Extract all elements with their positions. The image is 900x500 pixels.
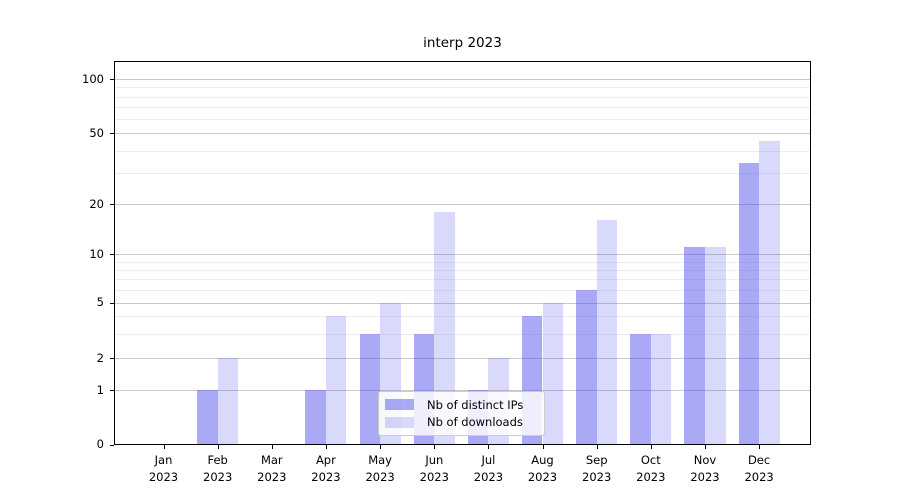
x-tick-label-mar: Mar 2023 [257, 453, 287, 484]
y-tick-mark-50 [110, 133, 114, 134]
y-tick-mark-20 [110, 204, 114, 205]
minor-gridline-8 [114, 269, 811, 271]
minor-gridline-6 [114, 290, 811, 291]
y-tick-mark-5 [110, 303, 114, 304]
chart-title: interp 2023 [423, 35, 502, 51]
major-gridline-1 [114, 390, 811, 391]
x-tick-label-jul: Jul 2023 [473, 453, 504, 484]
x-tick-mark-jun [434, 445, 436, 449]
y-tick-label-10: 10 [89, 246, 104, 261]
x-tick-label-feb: Feb 2023 [203, 453, 233, 484]
minor-gridline-7 [114, 279, 811, 281]
y-tick-label-1: 1 [96, 382, 104, 397]
major-gridline-50 [114, 133, 811, 135]
bar-downloads-sep [596, 220, 618, 445]
y-tick-label-50: 50 [89, 125, 104, 140]
minor-gridline-70 [114, 106, 811, 108]
bar-distinct-ips-feb [197, 390, 218, 445]
minor-gridline-3 [114, 333, 811, 335]
minor-gridline-4 [114, 316, 811, 318]
y-tick-mark-0 [110, 445, 114, 446]
bar-distinct-ips-apr [305, 390, 326, 445]
bar-downloads-oct [650, 333, 672, 445]
bar-downloads-apr [325, 316, 347, 445]
bar-distinct-ips-may [359, 333, 381, 445]
x-tick-mark-jul [488, 445, 490, 449]
y-tick-mark-100 [110, 79, 114, 80]
x-tick-mark-feb [217, 445, 219, 449]
y-tick-label-5: 5 [96, 295, 104, 310]
y-tick-label-20: 20 [89, 196, 104, 211]
x-tick-label-may: May 2023 [365, 453, 395, 484]
x-tick-label-sep: Sep 2023 [582, 453, 612, 484]
bar-distinct-ips-sep [576, 290, 597, 445]
y-tick-mark-1 [110, 390, 114, 391]
major-gridline-2 [114, 358, 811, 360]
x-tick-label-nov: Nov 2023 [690, 453, 720, 484]
major-gridline-5 [114, 302, 811, 304]
x-tick-label-apr: Apr 2023 [311, 453, 341, 484]
legend-label-downloads: Nb of downloads [427, 415, 523, 430]
x-tick-label-jun: Jun 2023 [419, 453, 449, 484]
minor-gridline-80 [114, 96, 811, 98]
y-tick-label-100: 100 [82, 71, 104, 86]
minor-gridline-40 [114, 150, 811, 152]
bar-distinct-ips-oct [630, 333, 651, 445]
x-tick-label-oct: Oct 2023 [636, 453, 666, 484]
x-tick-mark-oct [650, 445, 652, 449]
bar-downloads-nov [705, 247, 726, 445]
x-tick-label-aug: Aug 2023 [527, 453, 558, 484]
bar-downloads-jun [434, 211, 455, 445]
bar-downloads-dec [759, 141, 780, 445]
x-tick-mark-jan [163, 445, 165, 449]
legend-item-distinct-ips: Nb of distinct IPs [385, 396, 538, 414]
legend-swatch-distinct-ips [385, 399, 414, 411]
x-tick-mark-nov [705, 445, 706, 449]
legend: Nb of distinct IPs Nb of downloads [378, 391, 545, 436]
major-gridline-10 [114, 254, 811, 256]
x-tick-mark-sep [596, 445, 598, 449]
x-tick-mark-mar [271, 445, 273, 449]
legend-swatch-downloads [385, 416, 414, 428]
bar-downloads-feb [217, 358, 239, 445]
x-tick-mark-may [380, 445, 382, 449]
x-tick-mark-apr [325, 445, 327, 449]
bar-distinct-ips-dec [738, 163, 760, 445]
major-gridline-20 [114, 204, 811, 205]
y-tick-label-0: 0 [96, 437, 104, 451]
x-tick-mark-aug [542, 445, 544, 449]
bar-downloads-aug [542, 302, 564, 445]
x-tick-mark-dec [759, 445, 761, 449]
minor-gridline-60 [114, 119, 811, 120]
legend-label-distinct-ips: Nb of distinct IPs [427, 397, 524, 412]
bar-distinct-ips-nov [684, 247, 705, 445]
y-tick-mark-2 [110, 358, 114, 359]
minor-gridline-9 [114, 261, 811, 263]
major-gridline-100 [114, 79, 811, 80]
x-tick-label-dec: Dec 2023 [744, 453, 774, 484]
x-tick-label-jan: Jan 2023 [148, 453, 179, 484]
y-tick-label-2: 2 [96, 350, 104, 365]
minor-gridline-30 [114, 172, 811, 174]
minor-gridline-90 [114, 87, 811, 89]
y-tick-mark-10 [110, 254, 114, 255]
legend-item-downloads: Nb of downloads [385, 414, 538, 432]
